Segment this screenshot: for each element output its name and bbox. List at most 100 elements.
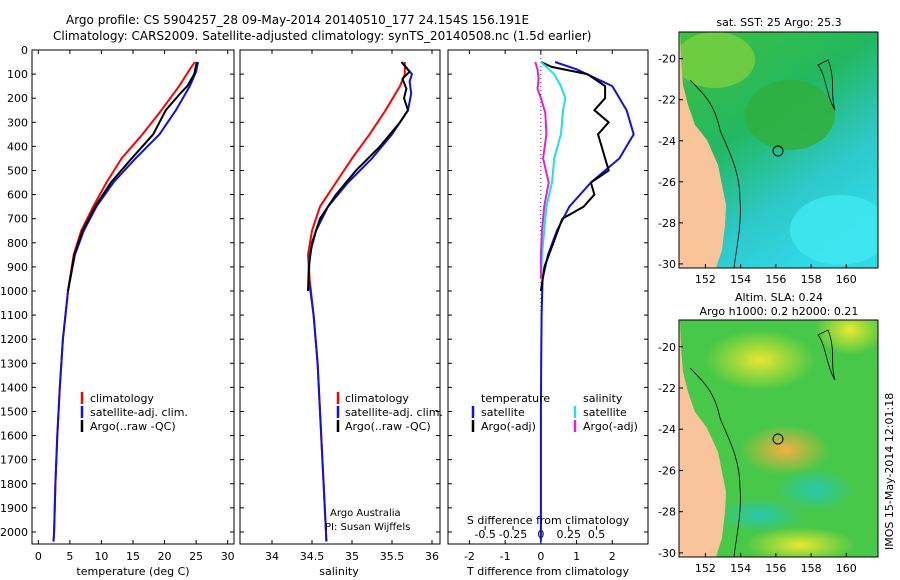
map-y-tick-label: -28 [658, 506, 676, 519]
map-y-tick-label: -24 [658, 135, 676, 148]
series-line-climatology [52, 61, 196, 542]
x-tick-label: 15 [126, 550, 140, 563]
x-tick-label: 20 [158, 550, 172, 563]
y-tick-label: 1400 [0, 381, 28, 394]
s-tick-label: 0.5 [588, 528, 606, 541]
argo-float-marker [772, 433, 784, 445]
map-x-tick-label: 160 [836, 562, 857, 575]
x-tick-label: -2 [464, 550, 475, 563]
map-x-tick-label: 160 [836, 273, 857, 286]
difference-legend-temperature: temperature satellite Argo(-adj) [471, 392, 550, 433]
sla-map-axes: 152 154 156 158 160 -20 -22 -24 -26 -28 -30 [658, 341, 857, 575]
sst-map-title: sat. SST: 25 Argo: 25.3 [716, 16, 841, 29]
legend-label-argo: Argo(..raw -QC) [90, 420, 176, 433]
sst-cool-patch [790, 195, 878, 265]
legend-label-satellite: satellite-adj. clim. [345, 406, 443, 419]
map-y-tick-label: -28 [658, 217, 676, 230]
y-tick-label: 700 [7, 213, 28, 226]
difference-chart: -2 -1 0 1 2-0.5 -0.25 0 0.25 0.5 [448, 49, 648, 563]
sla-warm-patch [740, 425, 830, 475]
y-tick-label: 1700 [0, 454, 28, 467]
x-tick-label: 0 [537, 550, 544, 563]
y-tick-label: 500 [7, 164, 28, 177]
legend-label-argo: Argo(..raw -QC) [345, 420, 431, 433]
sla-cool-patch-2 [715, 497, 805, 533]
map-x-tick-label: 158 [801, 562, 822, 575]
salinity-xlabel: salinity [319, 565, 359, 578]
map-y-tick-label: -30 [658, 547, 676, 560]
x-tick-label: 34.5 [300, 550, 325, 563]
map-x-tick-label: 152 [695, 273, 716, 286]
sst-map [679, 32, 878, 268]
x-tick-label: 35.5 [380, 550, 405, 563]
map-x-tick-label: 158 [801, 273, 822, 286]
coastline-isobath [689, 79, 741, 268]
land-australia [679, 320, 726, 557]
imos-timestamp: IMOS 15-May-2014 12:01:18 [883, 393, 896, 550]
y-tick-label: 1000 [0, 285, 28, 298]
y-tick-label: 2000 [0, 526, 28, 539]
sst-green-patch [679, 32, 755, 88]
legend-label-t-satellite: satellite [481, 406, 525, 419]
sst-map-frame [678, 31, 879, 269]
temperature-xlabel: temperature (deg C) [76, 565, 189, 578]
y-tick-label: 600 [7, 189, 28, 202]
series-line-s-argo-adj- [534, 61, 550, 279]
sst-map-axes: 152 154 156 158 160 -20 -22 -24 -26 -28 -30 [658, 53, 857, 286]
legend-label-satellite: satellite-adj. clim. [90, 406, 188, 419]
salinity-chart: 34 34.5 35 35.5 36 [240, 49, 440, 563]
map-y-tick-label: -20 [658, 341, 676, 354]
salinity-legend: climatology satellite-adj. clim. Argo(..… [336, 392, 443, 433]
y-tick-label: 1500 [0, 405, 28, 418]
y-tick-label: 1300 [0, 357, 28, 370]
y-tick-label: 1800 [0, 478, 28, 491]
x-tick-label: 35 [345, 550, 359, 563]
x-tick-label: 25 [189, 550, 203, 563]
x-tick-label: 5 [66, 550, 73, 563]
legend-title-temperature: temperature [481, 392, 550, 405]
sla-yellow-patch-3 [745, 527, 855, 557]
map-y-tick-label: -26 [658, 176, 676, 189]
map-x-tick-label: 152 [695, 562, 716, 575]
legend-label-s-satellite: satellite [583, 406, 627, 419]
y-tick-label: 300 [7, 116, 28, 129]
y-tick-label: 1100 [0, 309, 28, 322]
map-y-tick-label: -30 [658, 258, 676, 271]
temperature-plot-frame [31, 49, 235, 545]
map-y-tick-label: -26 [658, 464, 676, 477]
land-australia [679, 32, 726, 268]
series-line-s-satellite [539, 61, 567, 279]
salinity-annotation-line2: PI: Susan Wijffels [325, 522, 410, 533]
figure-title-line1: Argo profile: CS 5904257_28 09-May-2014 … [66, 13, 529, 27]
legend-label-t-argo: Argo(-adj) [481, 420, 536, 433]
map-x-tick-label: 156 [765, 273, 786, 286]
sla-map [679, 320, 878, 557]
coastline-isobath [689, 367, 741, 557]
series-line-argo-raw-qc- [307, 61, 411, 292]
legend-label-climatology: climatology [90, 392, 154, 405]
y-tick-label: 0 [21, 44, 28, 57]
x-tick-label: 1 [573, 550, 580, 563]
map-y-tick-label: -24 [658, 423, 676, 436]
y-tick-label: 900 [7, 261, 28, 274]
difference-xlabel: T difference from climatology [466, 565, 629, 578]
series-line-satellite-adj-clim- [52, 61, 199, 542]
x-tick-label: 0 [35, 550, 42, 563]
legend-label-climatology: climatology [345, 392, 409, 405]
y-tick-label: 800 [7, 237, 28, 250]
series-line-satellite-adj-clim- [307, 61, 413, 542]
legend-title-salinity: salinity [583, 392, 623, 405]
y-tick-label: 1600 [0, 430, 28, 443]
reef-contour [817, 59, 836, 111]
figure-title-line2: Climatology: CARS2009. Satellite-adjuste… [53, 29, 591, 43]
y-tick-label: 400 [7, 140, 28, 153]
salinity-plot-frame [239, 49, 441, 545]
salinity-annotation-line1: Argo Australia [330, 508, 401, 519]
difference-plot-frame [447, 49, 649, 545]
sla-map-title: Altim. SLA: 0.24 [735, 291, 823, 304]
series-line-t-argo-adj- [539, 61, 610, 292]
temperature-chart: 0100200300400500600700800900100011001200… [0, 44, 235, 563]
sla-map-frame [678, 319, 879, 558]
sla-map-subtitle: Argo h1000: 0.2 h2000: 0.21 [700, 305, 859, 318]
